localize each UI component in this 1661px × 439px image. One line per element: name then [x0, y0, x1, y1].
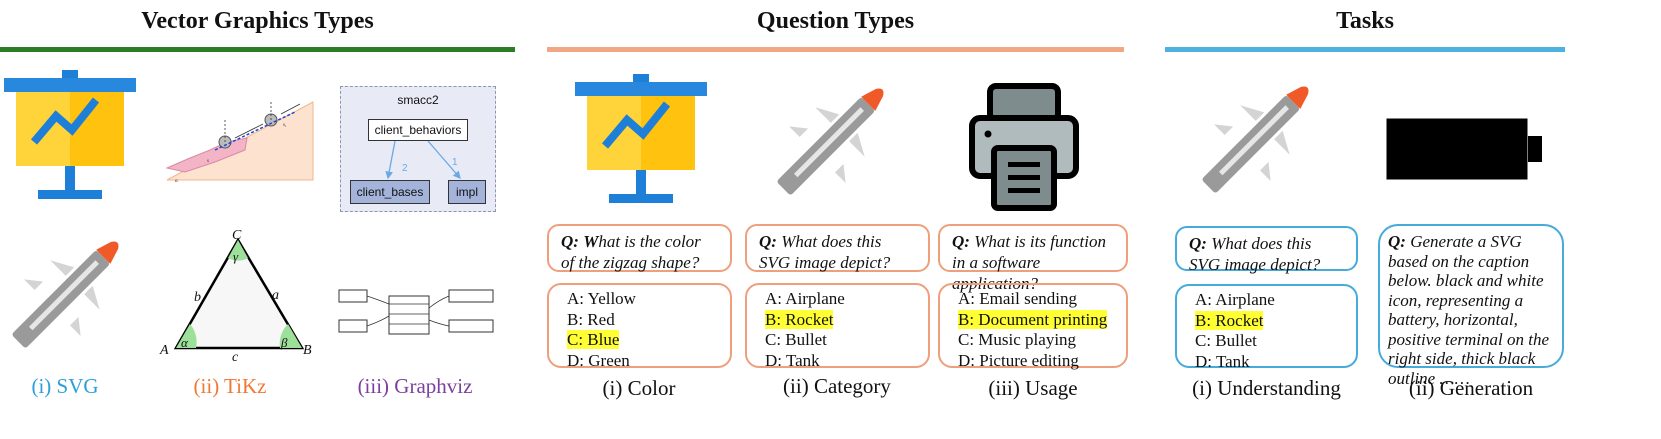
tasks-title: Tasks: [1336, 8, 1394, 34]
caption-understanding: (i) Understanding: [1192, 376, 1341, 400]
vector-section-rule: [0, 47, 515, 52]
triangle-vertex-B: B: [303, 343, 312, 358]
question-label: Q:: [561, 232, 579, 251]
graphviz-cluster-title: smacc2: [397, 93, 439, 107]
caption-usage: (iii) Usage: [988, 376, 1078, 400]
caption-color: (i) Color: [602, 376, 676, 400]
option-c: C: Bullet: [765, 330, 827, 349]
question-text: Generate a SVG based on the caption belo…: [1388, 232, 1550, 388]
caption-tikz: (ii) TiKz: [193, 374, 267, 398]
option-d: D: Green: [567, 350, 630, 370]
option-c: C: Bullet: [1195, 331, 1257, 350]
svg-text:α: α: [175, 179, 178, 184]
question-label: Q:: [759, 232, 777, 251]
question-text: hat is the color of the zigzag shape?: [561, 232, 701, 272]
caption-graphviz: (iii) Graphviz: [357, 374, 473, 398]
question-text: What does this SVG image depict?: [759, 232, 891, 272]
caption-svg: (i) SVG: [31, 374, 99, 398]
triangle-side-c: c: [232, 350, 239, 365]
svg-text:s₁: s₁: [283, 123, 287, 128]
graphviz-edges: [385, 140, 461, 180]
question-category-box: Q: What does this SVG image depict?: [745, 224, 930, 272]
battery-icon: [1386, 118, 1542, 180]
triangle-vertex-A: A: [160, 343, 169, 358]
option-c: C: Music playing: [958, 330, 1077, 349]
option-b-correct: B: Rocket: [765, 309, 834, 329]
option-a: A: Yellow: [567, 289, 636, 308]
option-d: D: Picture editing: [958, 350, 1079, 370]
rocket-icon: [1202, 86, 1309, 193]
presentation-board-icon: [4, 70, 136, 199]
option-b-correct: B: Rocket: [1195, 310, 1264, 330]
triangle-side-b: b: [194, 290, 201, 305]
option-c-correct: C: Blue: [567, 330, 620, 349]
graphviz-left-node: client_bases: [350, 180, 430, 204]
graphviz-edge-label-right: 1: [452, 157, 458, 168]
task-generation-prompt-box: Q: Generate a SVG based on the caption b…: [1378, 224, 1564, 388]
question-bold-letter: W: [583, 232, 599, 251]
svg-text:s: s: [207, 159, 209, 164]
tasks-section-rule: [1165, 47, 1565, 52]
question-usage-box: Q: What is its function in a software ap…: [938, 224, 1128, 293]
question-section-rule: [547, 47, 1124, 52]
printer-icon: [969, 83, 1079, 211]
options-category-box: A: Airplane B: Rocket C: Bullet D: Tank: [745, 283, 930, 370]
question-label: Q:: [1388, 232, 1406, 251]
task-understanding-question-box: Q: What does this SVG image depict?: [1175, 226, 1358, 274]
option-b: B: Red: [567, 309, 615, 329]
question-text: What is its function in a software appli…: [952, 232, 1106, 293]
option-a: A: Email sending: [958, 289, 1077, 308]
option-b-correct: B: Document printing: [958, 309, 1108, 329]
graphviz-small-diagram: [338, 289, 494, 335]
triangle-angle-gamma: γ: [233, 249, 239, 264]
question-types-title: Question Types: [756, 8, 915, 34]
vector-graphics-types-title: Vector Graphics Types: [141, 8, 374, 34]
option-d: D: Tank: [1195, 351, 1250, 371]
options-color-box: A: Yellow B: Red C: Blue D: Green: [547, 283, 732, 370]
graphviz-root-node: client_behaviors: [368, 119, 468, 141]
caption-category: (ii) Category: [783, 374, 891, 398]
triangle-angle-alpha: α: [181, 335, 188, 350]
graphviz-edge-label-left: 2: [402, 163, 408, 174]
option-d: D: Tank: [765, 350, 820, 370]
question-text: What does this SVG image depict?: [1189, 234, 1321, 274]
triangle-diagram: [173, 237, 305, 350]
triangle-side-a: a: [272, 288, 279, 303]
rocket-icon: [12, 241, 119, 348]
question-color-box: Q: What is the color of the zigzag shape…: [547, 224, 732, 272]
graphviz-right-node: impl: [448, 180, 486, 204]
presentation-board-icon: [575, 74, 707, 203]
caption-generation: (ii) Generation: [1408, 376, 1534, 400]
triangle-angle-beta: β: [281, 335, 288, 350]
options-usage-box: A: Email sending B: Document printing C:…: [938, 283, 1128, 370]
rocket-icon: [777, 88, 884, 195]
task-understanding-options-box: A: Airplane B: Rocket C: Bullet D: Tank: [1175, 284, 1358, 371]
question-label: Q:: [1189, 234, 1207, 253]
triangle-vertex-C: C: [232, 228, 242, 243]
option-a: A: Airplane: [765, 289, 845, 308]
question-label: Q:: [952, 232, 970, 251]
option-a: A: Airplane: [1195, 290, 1275, 309]
tikz-incline-diagram: s s₁ α: [165, 100, 314, 184]
